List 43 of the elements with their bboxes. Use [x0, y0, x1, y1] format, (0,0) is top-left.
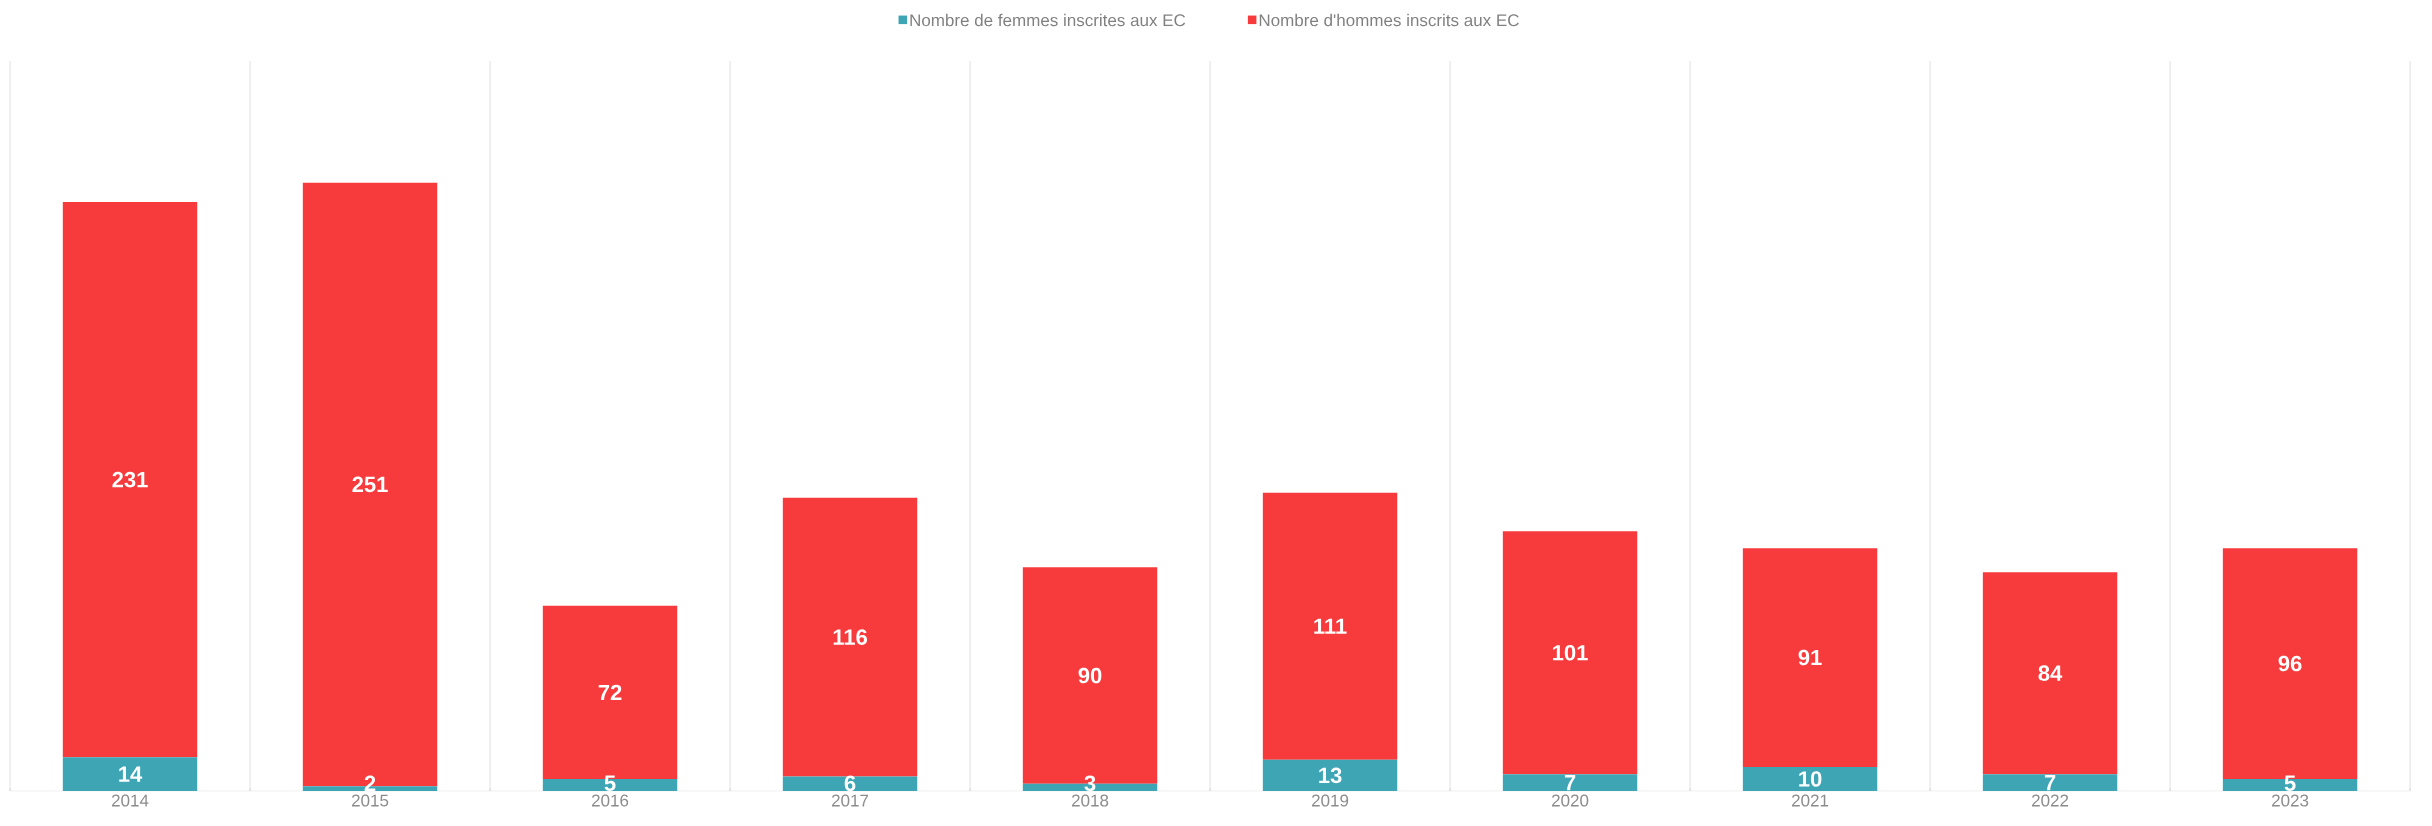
data-label: 251 — [352, 476, 388, 493]
x-tick-label: 2015 — [351, 794, 389, 807]
x-tick-label: 2021 — [1792, 794, 1829, 807]
data-label: 14 — [119, 766, 143, 782]
bar — [1262, 759, 1398, 791]
x-tick-label: 2014 — [111, 794, 149, 807]
x-tick-label: 2018 — [1072, 794, 1109, 807]
legend-label: Nombre d'hommes inscrits aux EC — [1259, 13, 1519, 27]
data-label: 5 — [2284, 775, 2296, 791]
x-tick-label: 2019 — [1312, 794, 1349, 807]
data-label: 10 — [1799, 771, 1822, 787]
data-label: 111 — [1314, 618, 1347, 634]
data-label: 231 — [112, 471, 148, 488]
data-label: 3 — [1084, 775, 1096, 792]
legend-label: Nombre de femmes inscrites aux EC — [910, 13, 1186, 27]
bar — [62, 201, 198, 758]
bar — [62, 757, 198, 791]
x-tick-label: 2023 — [2272, 794, 2309, 807]
x-tick-label: 2020 — [1552, 794, 1589, 807]
bar — [1502, 774, 1638, 791]
bar — [1742, 548, 1878, 767]
data-label: 7 — [2044, 775, 2056, 791]
data-label: 72 — [598, 684, 622, 701]
bar — [782, 497, 918, 777]
data-label: 96 — [2278, 655, 2302, 672]
data-label: 84 — [2038, 665, 2063, 681]
data-label: 90 — [1078, 667, 1102, 684]
bar — [782, 776, 918, 791]
x-tick-label: 2022 — [2032, 794, 2069, 807]
x-tick-label: 2016 — [591, 794, 629, 807]
data-label: 91 — [1798, 649, 1822, 666]
data-label: 13 — [1319, 767, 1342, 784]
bar — [1742, 766, 1878, 791]
x-tick-label: 2017 — [831, 794, 869, 807]
bar — [1502, 531, 1638, 775]
data-label: 116 — [833, 629, 867, 645]
bar — [1262, 492, 1398, 760]
data-label: 101 — [1553, 644, 1588, 661]
bar — [1982, 774, 2118, 791]
data-label: 6 — [844, 775, 856, 792]
data-label: 7 — [1564, 775, 1576, 791]
bar — [1982, 572, 2118, 775]
data-label: 5 — [604, 775, 616, 791]
